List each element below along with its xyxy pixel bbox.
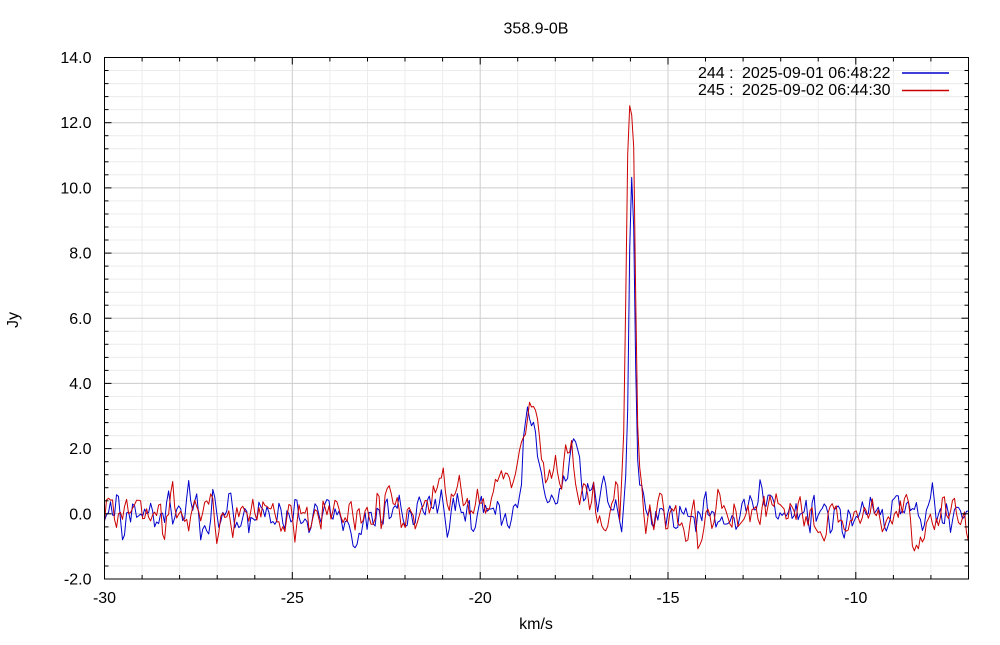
svg-text:Jy: Jy (5, 312, 22, 328)
svg-text:12.0: 12.0 (60, 115, 91, 132)
svg-text:6.0: 6.0 (69, 311, 91, 328)
svg-text:-20: -20 (469, 590, 492, 607)
svg-text:-10: -10 (844, 590, 867, 607)
svg-text:0.0: 0.0 (69, 506, 91, 523)
svg-text:-15: -15 (656, 590, 679, 607)
svg-text:358.9-0B: 358.9-0B (504, 21, 569, 38)
svg-text:8.0: 8.0 (69, 246, 91, 263)
svg-text:km/s: km/s (519, 616, 553, 633)
svg-text:244 :: 244 : (698, 65, 734, 82)
svg-text:10.0: 10.0 (60, 180, 91, 197)
svg-text:4.0: 4.0 (69, 376, 91, 393)
svg-text:2.0: 2.0 (69, 441, 91, 458)
svg-text:14.0: 14.0 (60, 50, 91, 67)
svg-text:245 :: 245 : (698, 82, 734, 99)
svg-text:-25: -25 (281, 590, 304, 607)
svg-text:-30: -30 (93, 590, 116, 607)
svg-text:2025-09-01 06:48:22: 2025-09-01 06:48:22 (742, 65, 891, 82)
svg-text:2025-09-02 06:44:30: 2025-09-02 06:44:30 (742, 82, 891, 99)
svg-text:-2.0: -2.0 (64, 572, 92, 589)
